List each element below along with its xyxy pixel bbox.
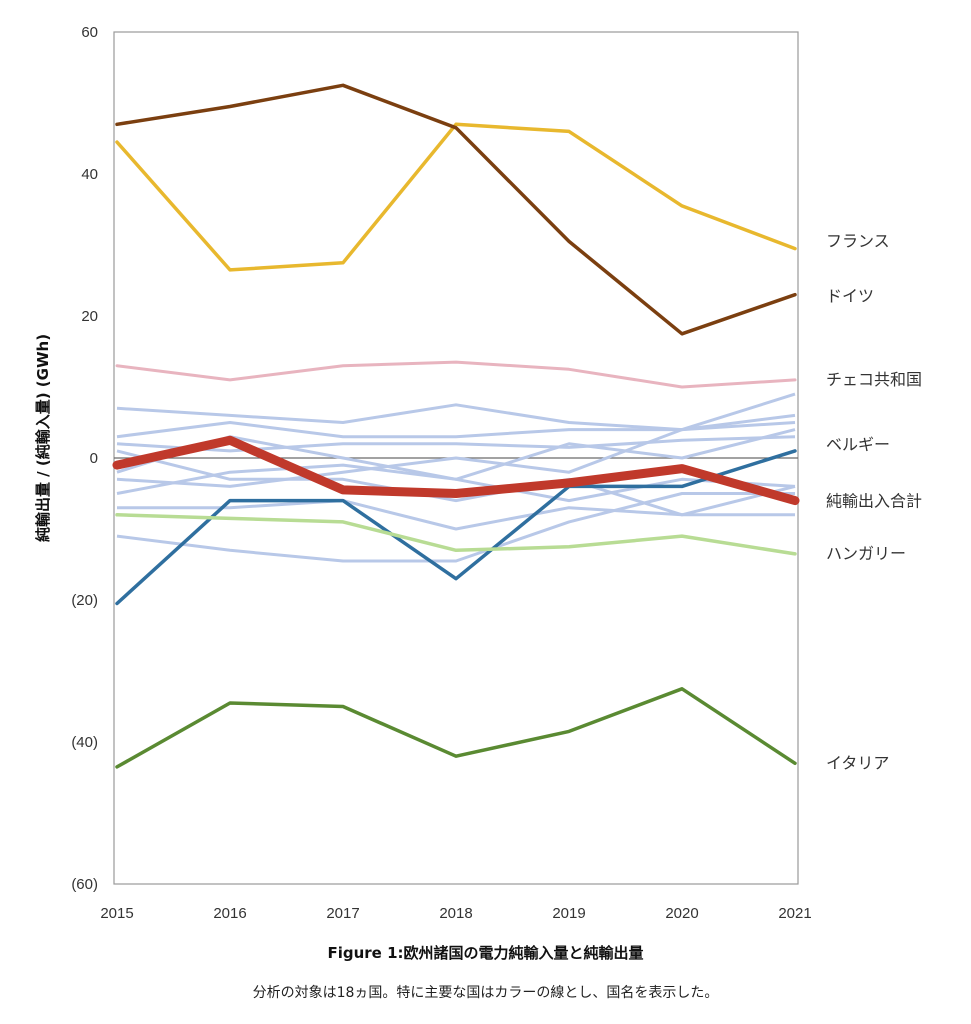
- series-label-純輸出入合計: 純輸出入合計: [826, 492, 922, 511]
- series-line-イタリア: [115, 687, 797, 769]
- y-tick-label: (20): [71, 592, 98, 609]
- series-label-フランス: フランス: [826, 232, 890, 251]
- x-tick-label: 2019: [552, 905, 585, 922]
- series-label-ベルギー: ベルギー: [826, 435, 890, 454]
- other-series-line-6: [117, 499, 795, 531]
- other-series-group: [116, 392, 796, 563]
- figure-caption-title: Figure 1:欧州諸国の電力純輸入量と純輸出量: [327, 944, 644, 962]
- other-series-line-3: [116, 435, 796, 453]
- series-line-ドイツ: [115, 83, 797, 336]
- x-tick-label: 2016: [213, 905, 246, 922]
- axes: 60 40 20 0 (20) (40) (60)2015 2016 2017 2018 2019 2…: [34, 24, 812, 922]
- y-tick-label: (60): [71, 876, 98, 893]
- series-label-ハンガリー: ハンガリー: [826, 544, 906, 563]
- x-tick-label: 2020: [665, 905, 698, 922]
- series-line-フランス: [115, 122, 797, 272]
- series-line-ベルギー: [115, 449, 797, 606]
- other-series-line-4: [116, 421, 796, 488]
- series-label-イタリア: イタリア: [826, 753, 889, 772]
- x-tick-label: 2021: [778, 905, 811, 922]
- y-axis-label: 純輸出量 / (純輸入量) (GWh): [34, 334, 52, 542]
- series-line-純輸出入合計: [112, 435, 800, 506]
- figure-caption-subtitle: 分析の対象は18ヵ国。特に主要な国はカラーの線とし、国名を表示した。: [252, 985, 719, 1001]
- series-line-ハンガリー: [115, 513, 797, 556]
- other-series-line-7: [116, 492, 795, 563]
- y-tick-label: 0: [90, 450, 98, 467]
- highlighted-series-group: [112, 83, 800, 769]
- other-series-line-8: [116, 449, 796, 517]
- y-tick-label: 20: [81, 308, 98, 325]
- x-tick-label: 2017: [326, 905, 359, 922]
- series-label-チェコ共和国: チェコ共和国: [826, 370, 922, 389]
- y-tick-label: 40: [81, 166, 98, 183]
- x-tick-label: 2018: [439, 905, 472, 922]
- y-tick-label: (40): [71, 734, 98, 751]
- series-label-ドイツ: ドイツ: [826, 287, 874, 306]
- series-line-チェコ共和国: [115, 360, 797, 389]
- x-tick-label: 2015: [100, 905, 133, 922]
- y-tick-label: 60: [81, 24, 98, 41]
